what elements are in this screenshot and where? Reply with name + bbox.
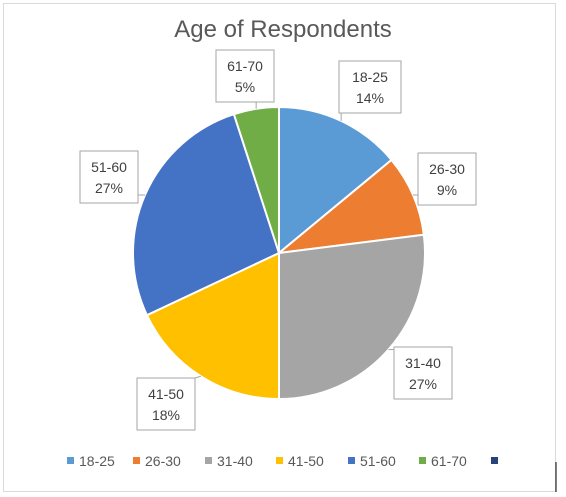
legend-swatch-blank bbox=[491, 457, 498, 464]
legend-label-18-25: 18-25 bbox=[79, 453, 115, 469]
data-label-box-31-40 bbox=[393, 346, 453, 400]
pie-slice-61-70 bbox=[232, 105, 280, 254]
data-label-category-61-70: 61-70 bbox=[227, 58, 263, 74]
pie-slice-41-50 bbox=[145, 251, 280, 401]
legend-swatch-51-60 bbox=[348, 457, 355, 464]
legend-swatch-26-30 bbox=[133, 457, 140, 464]
legend-label-41-50: 41-50 bbox=[288, 453, 324, 469]
data-labels: 18-25 14% 26-30 9% 31-40 27% 41-50 18% 51-60 27% 6… bbox=[79, 49, 477, 431]
leader-line-41-50 bbox=[194, 375, 201, 379]
data-label-value-18-25: 14% bbox=[356, 90, 384, 106]
legend-label-26-30: 26-30 bbox=[145, 453, 181, 469]
data-label-category-31-40: 31-40 bbox=[405, 355, 441, 371]
legend-swatch-31-40 bbox=[205, 457, 212, 464]
data-label-box-61-70 bbox=[215, 49, 275, 103]
pie-slice-51-60 bbox=[132, 112, 281, 317]
legend-label-51-60: 51-60 bbox=[360, 453, 396, 469]
data-label-value-26-30: 9% bbox=[437, 182, 457, 198]
pie-slices bbox=[132, 105, 426, 401]
data-label-category-26-30: 26-30 bbox=[429, 161, 465, 177]
data-label-box-51-60 bbox=[79, 150, 139, 204]
pie-slice-31-40 bbox=[278, 233, 426, 401]
data-label-value-51-60: 27% bbox=[95, 180, 123, 196]
legend-label-61-70: 61-70 bbox=[431, 453, 467, 469]
legend: 18-25 26-30 31-40 41-50 51-60 61-70 bbox=[67, 453, 498, 469]
data-label-value-41-50: 18% bbox=[152, 407, 180, 423]
data-label-category-41-50: 41-50 bbox=[148, 386, 184, 402]
data-label-value-31-40: 27% bbox=[409, 376, 437, 392]
legend-swatch-61-70 bbox=[419, 457, 426, 464]
chart-title: Age of Respondents bbox=[174, 16, 392, 43]
data-label-value-61-70: 5% bbox=[235, 79, 255, 95]
legend-swatch-18-25 bbox=[67, 457, 74, 464]
data-label-box-18-25 bbox=[338, 60, 402, 114]
data-label-box-26-30 bbox=[417, 152, 477, 206]
legend-label-31-40: 31-40 bbox=[217, 453, 253, 469]
data-label-box-41-50 bbox=[136, 377, 196, 431]
legend-swatch-41-50 bbox=[276, 457, 283, 464]
data-label-category-51-60: 51-60 bbox=[91, 159, 127, 175]
pie-slice-18-25 bbox=[278, 105, 393, 256]
pie-slice-26-30 bbox=[275, 158, 425, 255]
data-label-category-18-25: 18-25 bbox=[352, 69, 388, 85]
